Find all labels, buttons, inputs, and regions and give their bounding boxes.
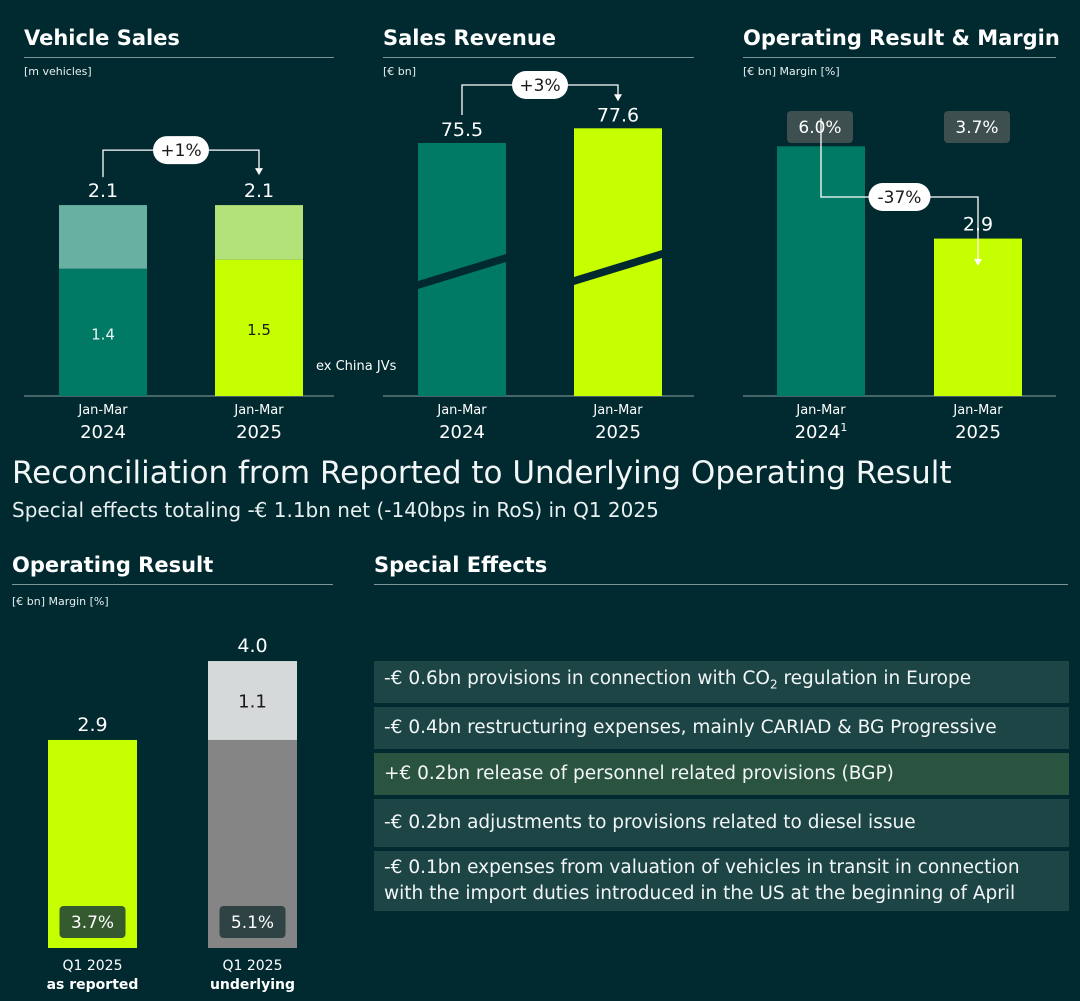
sr-value-label-2025: 77.6 — [597, 104, 639, 126]
special-effect-restructuring-text: -€ 0.4bn restructuring expenses, mainly … — [384, 717, 997, 738]
or-total-label-0: 2.9 — [77, 714, 107, 736]
vs-xtick-year-2024: 2024 — [80, 422, 126, 443]
special-effect-import-duties-text: -€ 0.1bn expenses from valuation of vehi… — [384, 857, 1020, 904]
vehicle-sales-rule — [24, 57, 334, 58]
special-effect-co2-post: regulation in Europe — [777, 668, 972, 690]
sr-xtick-period-2024: Jan-Mar — [436, 403, 487, 418]
om-change-pill — [868, 183, 931, 211]
special-effect-co2-text: -€ 0.6bn provisions in connection with C… — [384, 666, 971, 698]
vs-bar-2024-china-jv — [59, 205, 147, 269]
om-change-bracket-arrow — [974, 259, 982, 266]
reconciliation-subtitle: Special effects totaling -€ 1.1bn net (-… — [12, 498, 659, 522]
vs-change-pill — [153, 136, 209, 165]
sr-xtick-year-2025: 2025 — [595, 422, 641, 443]
vehicle-sales-unit: [m vehicles] — [24, 65, 92, 78]
special-effect-restructuring: -€ 0.4bn restructuring expenses, mainly … — [374, 707, 1069, 749]
om-xtick-period-2024: Jan-Mar — [795, 403, 846, 418]
or-total-label-1: 4.0 — [237, 635, 267, 657]
special-effect-personnel: +€ 0.2bn release of personnel related pr… — [374, 753, 1069, 795]
om-xtick-period-2025: Jan-Mar — [952, 403, 1003, 418]
special-effect-import-duties: -€ 0.1bn expenses from valuation of vehi… — [374, 851, 1069, 911]
special-effects-title: Special Effects — [374, 553, 548, 577]
vehicle-sales-title: Vehicle Sales — [24, 26, 180, 50]
special-effect-diesel-text: -€ 0.2bn adjustments to provisions relat… — [384, 812, 916, 833]
vs-segment-label-2024: 1.4 — [91, 325, 115, 343]
sr-value-label-2024: 75.5 — [441, 119, 483, 141]
vs-change-bracket-arrow — [255, 168, 263, 176]
om-footnote-marker: 1 — [840, 421, 847, 434]
sr-xtick-period-2025: Jan-Mar — [592, 403, 643, 418]
vs-legend-ex-china: ex China JVs — [316, 359, 397, 374]
special-effect-diesel: -€ 0.2bn adjustments to provisions relat… — [374, 799, 1069, 847]
special-effects-rule — [374, 584, 1068, 585]
operating-margin-rule — [743, 57, 1056, 58]
special-effect-co2-pre: -€ 0.6bn provisions in connection with C… — [384, 668, 770, 690]
special-effect-personnel-text: +€ 0.2bn release of personnel related pr… — [384, 763, 894, 784]
operating-result-title: Operating Result — [12, 553, 214, 577]
vs-bar-2024-ex-china — [59, 268, 147, 396]
sr-xtick-year-2024: 2024 — [439, 422, 485, 443]
sr-change-pill — [512, 71, 568, 99]
or-margin-badge-0-box — [59, 906, 126, 938]
or-xtick-line1-1: Q1 2025 — [222, 958, 282, 974]
or-xtick-line1-0: Q1 2025 — [62, 958, 122, 974]
vs-bar-2025-china-jv — [215, 205, 303, 260]
vs-bar-2025-ex-china — [215, 259, 303, 396]
om-change-label: -37% — [878, 188, 922, 208]
sales-revenue-title: Sales Revenue — [383, 26, 557, 50]
reconciliation-title: Reconciliation from Reported to Underlyi… — [12, 455, 952, 491]
sr-change-bracket-arrow — [614, 94, 622, 102]
special-effect-co2: -€ 0.6bn provisions in connection with C… — [374, 661, 1069, 703]
or-xtick-line2-1: underlying — [210, 977, 295, 993]
sr-axis-break-2024 — [418, 254, 506, 289]
vs-total-label-2025: 2.1 — [244, 180, 274, 202]
om-xtick-year-2024: 20241 — [795, 421, 848, 443]
or-special-effects-label: 1.1 — [238, 692, 267, 713]
om-xtick-year-2025: 2025 — [955, 422, 1001, 443]
vs-total-label-2024: 2.1 — [88, 180, 118, 202]
or-margin-badge-0-label: 3.7% — [71, 913, 114, 933]
vs-xtick-year-2025: 2025 — [236, 422, 282, 443]
sr-axis-break-2025 — [574, 250, 662, 285]
or-margin-badge-1-label: 5.1% — [231, 913, 274, 933]
operating-result-rule — [12, 584, 333, 585]
om-margin-badge-2024-label: 6.0% — [798, 118, 841, 138]
operating-margin-unit: [€ bn] Margin [%] — [743, 65, 840, 78]
vs-xtick-period-2025: Jan-Mar — [233, 403, 284, 418]
vs-xtick-period-2024: Jan-Mar — [77, 403, 128, 418]
operating-result-unit: [€ bn] Margin [%] — [12, 595, 109, 608]
vs-segment-label-2025: 1.5 — [247, 321, 271, 339]
vs-change-label: +1% — [160, 141, 201, 161]
or-margin-badge-1-box — [219, 906, 286, 938]
sales-revenue-rule — [383, 57, 694, 58]
sr-change-label: +3% — [519, 76, 560, 96]
or-xtick-line2-0: as reported — [47, 977, 139, 993]
sales-revenue-unit: [€ bn] — [383, 65, 417, 78]
operating-margin-title: Operating Result & Margin — [743, 26, 1060, 50]
sr-bar-2025 — [574, 128, 662, 397]
om-margin-badge-2025-box — [944, 111, 1010, 143]
special-effect-co2-subscript: 2 — [769, 677, 778, 692]
om-margin-badge-2025-label: 3.7% — [955, 118, 998, 138]
or-bar-1-special-effects — [208, 661, 297, 740]
om-margin-badge-2024-box — [787, 111, 853, 143]
